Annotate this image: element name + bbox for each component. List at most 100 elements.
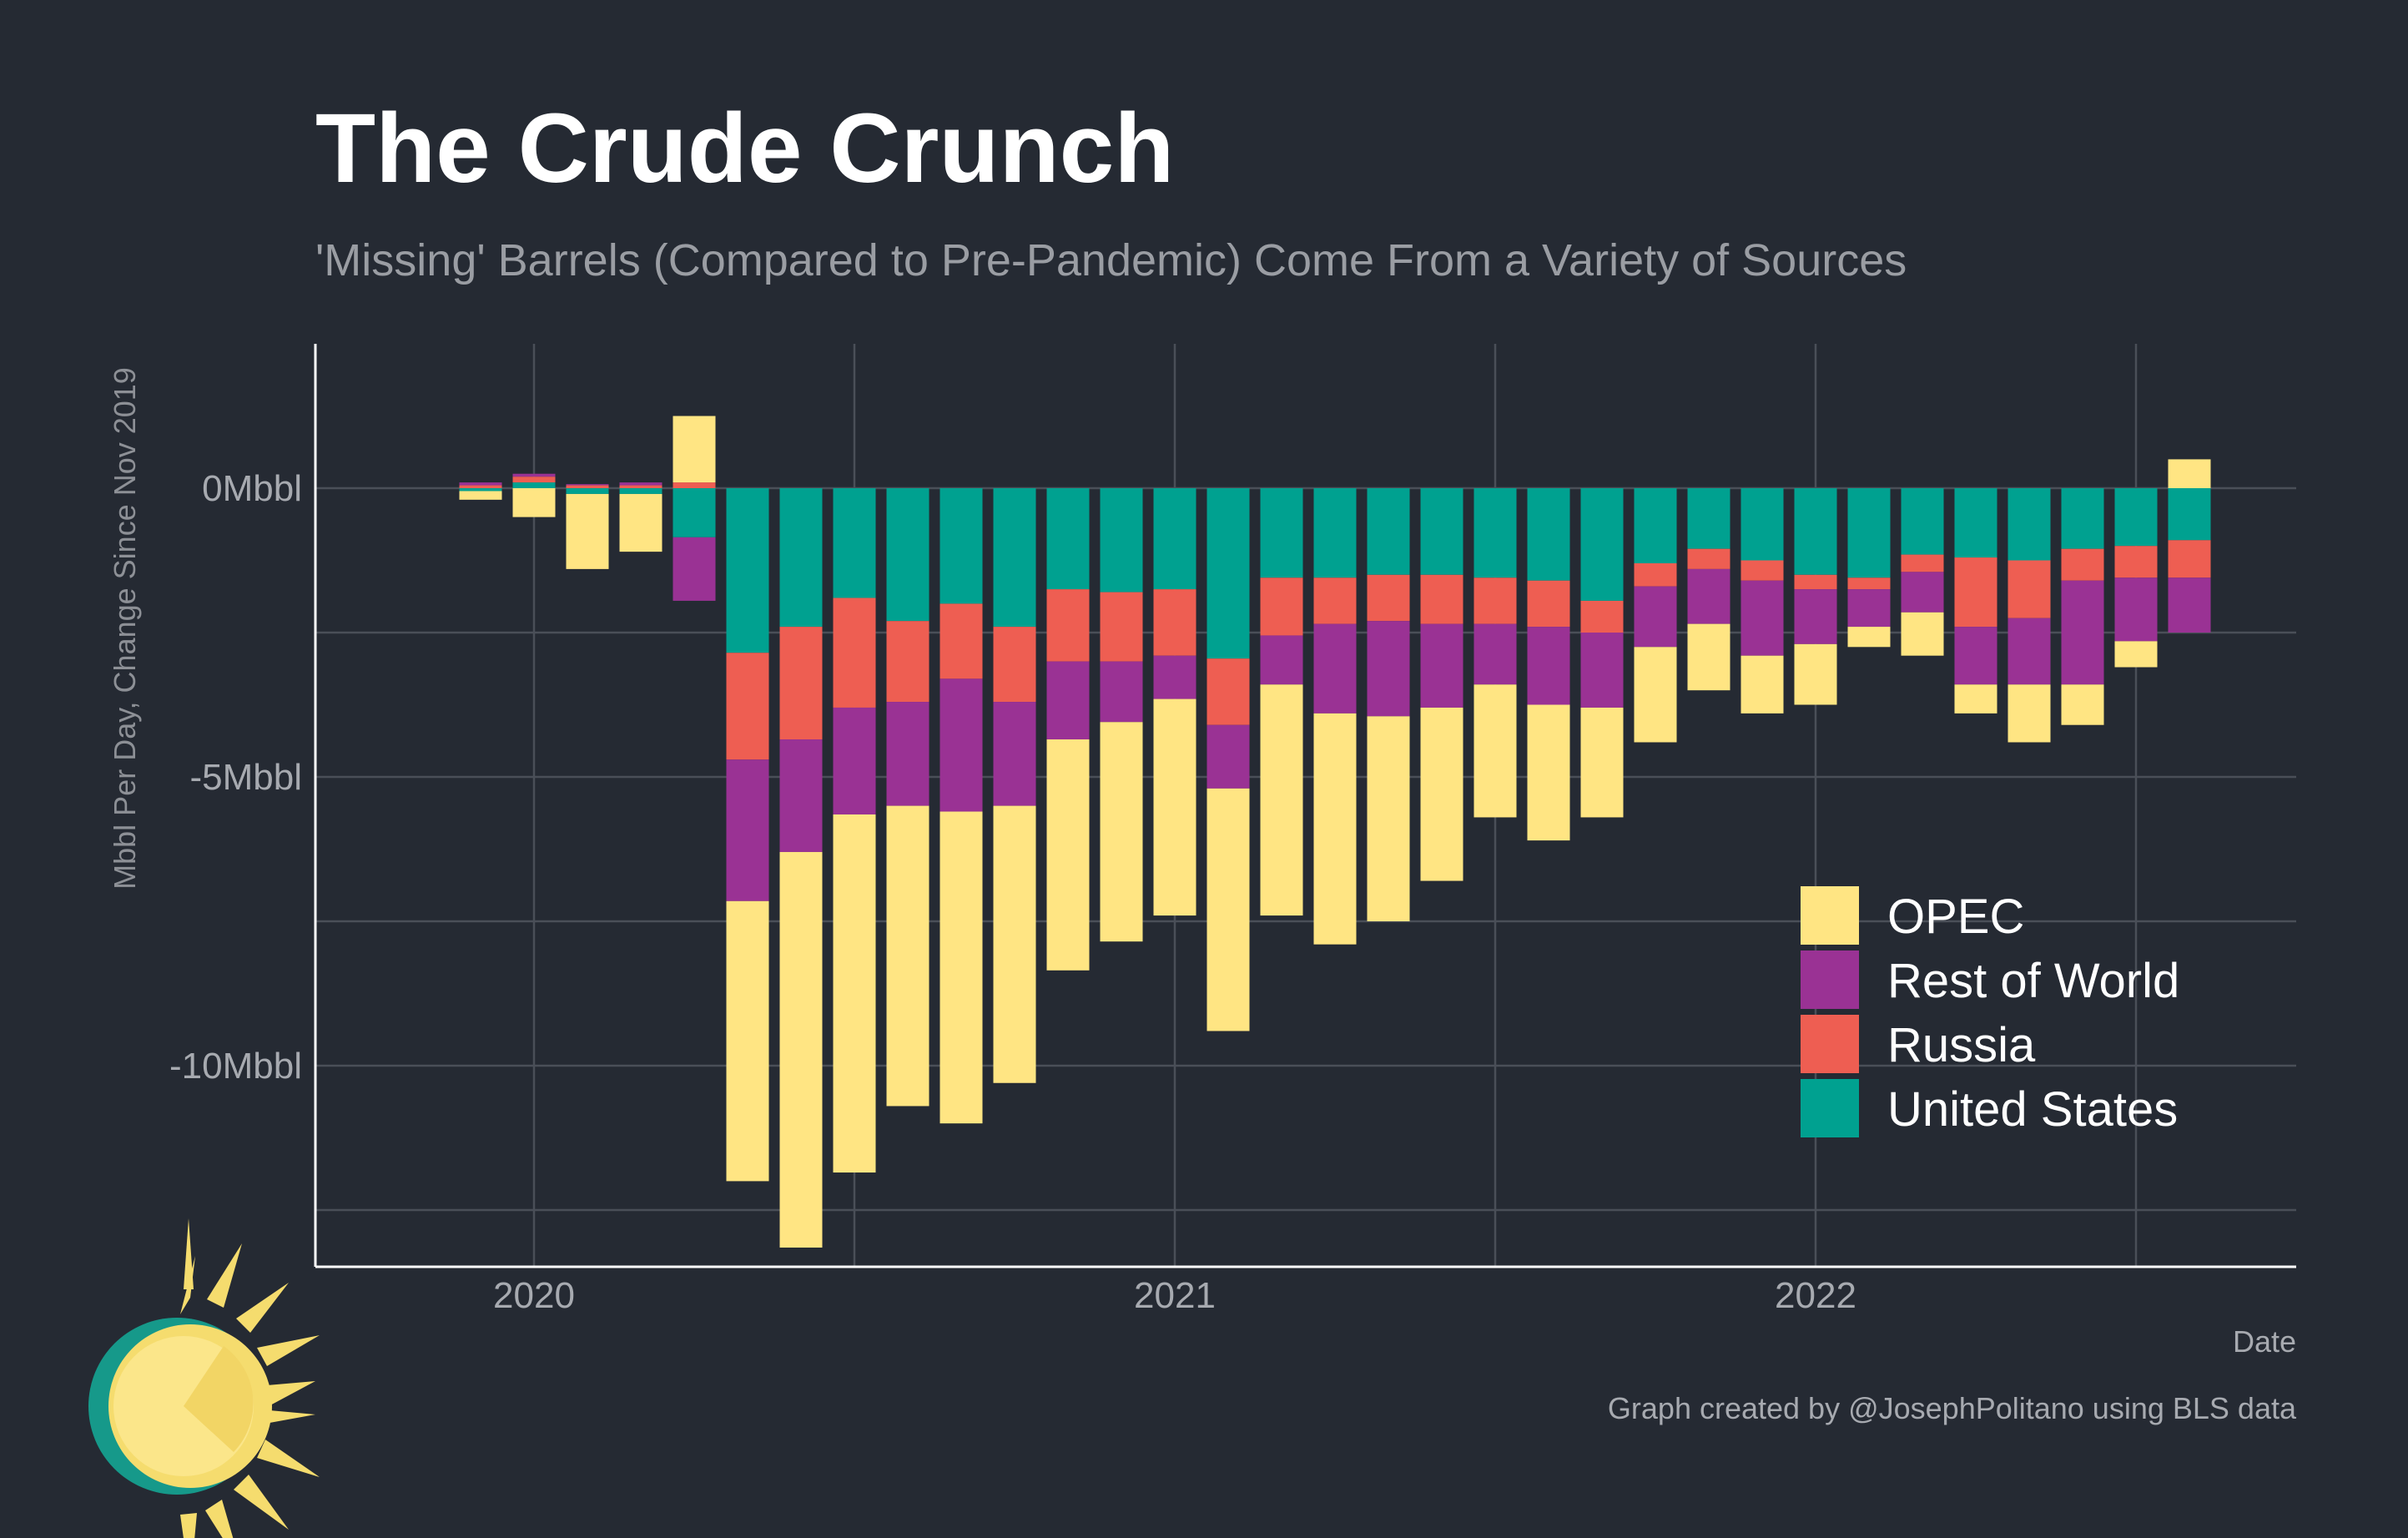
bar-opec-2021-12 xyxy=(1741,655,1784,714)
bar-opec-2021-07 xyxy=(1474,684,1517,818)
bar-russia-2020-08 xyxy=(886,621,929,703)
bar-rest-of-world-2020-05 xyxy=(726,759,769,901)
bar-russia-2020-04 xyxy=(673,482,716,488)
bar-rest-of-world-2020-12 xyxy=(1100,661,1143,723)
bar-russia-2021-11 xyxy=(1687,548,1730,569)
bar-russia-2022-01 xyxy=(1794,574,1837,590)
legend-label-rest-of-world: Rest of World xyxy=(1887,954,2179,1008)
bar-united-states-2020-07 xyxy=(833,488,876,598)
bar-opec-2022-05 xyxy=(2008,684,2051,743)
bar-rest-of-world-2021-09 xyxy=(1580,633,1624,708)
bar-opec-2021-09 xyxy=(1580,707,1624,818)
bar-united-states-2020-11 xyxy=(1046,488,1090,590)
bar-russia-2021-07 xyxy=(1474,577,1517,624)
bar-united-states-2021-07 xyxy=(1474,488,1517,578)
bar-russia-2020-01 xyxy=(512,477,556,483)
bar-rest-of-world-2021-03 xyxy=(1260,635,1303,685)
bar-opec-2020-08 xyxy=(886,805,929,1107)
bar-russia-2019-12 xyxy=(459,485,502,488)
bar-rest-of-world-2020-03 xyxy=(619,482,662,486)
x-tick-label: 2020 xyxy=(493,1275,575,1316)
bars xyxy=(459,416,2211,1248)
chart-subtitle: 'Missing' Barrels (Compared to Pre-Pande… xyxy=(315,235,1907,285)
bar-opec-2021-10 xyxy=(1634,647,1677,743)
bar-russia-2020-02 xyxy=(566,485,609,488)
bar-opec-2020-07 xyxy=(833,814,876,1173)
bar-russia-2022-07 xyxy=(2114,546,2158,578)
bar-opec-2020-05 xyxy=(726,900,769,1182)
bar-opec-2021-01 xyxy=(1153,698,1196,916)
bar-rest-of-world-2021-10 xyxy=(1634,586,1677,648)
bar-russia-2020-06 xyxy=(779,627,823,740)
bar-united-states-2020-02 xyxy=(566,488,609,494)
bar-opec-2020-12 xyxy=(1100,722,1143,942)
bar-russia-2022-02 xyxy=(1847,577,1891,590)
bar-united-states-2021-05 xyxy=(1367,488,1410,575)
bar-opec-2020-04 xyxy=(673,416,716,483)
bar-opec-2022-02 xyxy=(1847,627,1891,648)
bar-united-states-2022-01 xyxy=(1794,488,1837,575)
bar-russia-2021-08 xyxy=(1527,580,1570,628)
bar-united-states-2022-07 xyxy=(2114,488,2158,547)
bar-rest-of-world-2021-01 xyxy=(1153,655,1196,699)
bar-rest-of-world-2022-04 xyxy=(1954,627,1997,685)
bar-russia-2021-05 xyxy=(1367,574,1410,622)
bar-united-states-2022-02 xyxy=(1847,488,1891,578)
bar-rest-of-world-2021-06 xyxy=(1420,623,1463,708)
bar-united-states-2019-12 xyxy=(459,488,502,492)
bar-united-states-2021-10 xyxy=(1634,488,1677,563)
y-axis-label: Mbbl Per Day, Change Since Nov 2019 xyxy=(108,367,142,890)
bar-rest-of-world-2022-06 xyxy=(2061,580,2104,685)
bar-united-states-2021-06 xyxy=(1420,488,1463,575)
bar-russia-2022-06 xyxy=(2061,548,2104,581)
bar-opec-2021-02 xyxy=(1207,788,1250,1031)
bar-rest-of-world-2021-11 xyxy=(1687,568,1730,624)
bar-opec-2022-03 xyxy=(1901,612,1944,656)
bar-rest-of-world-2021-04 xyxy=(1313,623,1357,714)
bar-rest-of-world-2022-07 xyxy=(2114,577,2158,642)
bar-rest-of-world-2020-06 xyxy=(779,739,823,852)
bar-united-states-2020-09 xyxy=(940,488,983,604)
legend-swatch-united-states xyxy=(1801,1079,1859,1137)
bar-opec-2020-09 xyxy=(940,811,983,1124)
bar-united-states-2020-10 xyxy=(993,488,1036,628)
bar-opec-2020-10 xyxy=(993,805,1036,1083)
legend-label-united-states: United States xyxy=(1887,1082,2178,1137)
bar-opec-2021-08 xyxy=(1527,704,1570,841)
bar-russia-2021-04 xyxy=(1313,577,1357,624)
bar-opec-2021-05 xyxy=(1367,716,1410,921)
bar-russia-2021-06 xyxy=(1420,574,1463,624)
bar-rest-of-world-2020-11 xyxy=(1046,661,1090,740)
bar-rest-of-world-2021-02 xyxy=(1207,724,1250,789)
legend-label-russia: Russia xyxy=(1887,1018,2036,1072)
bar-rest-of-world-2020-10 xyxy=(993,702,1036,806)
bar-russia-2021-09 xyxy=(1580,600,1624,633)
bar-rest-of-world-2020-01 xyxy=(512,473,556,477)
bar-united-states-2020-06 xyxy=(779,488,823,628)
bar-rest-of-world-2021-08 xyxy=(1527,627,1570,705)
bar-opec-2022-08 xyxy=(2168,459,2211,488)
bar-russia-2021-01 xyxy=(1153,589,1196,656)
bar-rest-of-world-2020-08 xyxy=(886,702,929,806)
bar-rest-of-world-2020-07 xyxy=(833,707,876,814)
bar-united-states-2020-04 xyxy=(673,488,716,537)
bar-opec-2022-07 xyxy=(2114,641,2158,668)
bar-russia-2022-04 xyxy=(1954,557,1997,628)
bar-russia-2020-12 xyxy=(1100,592,1143,662)
bar-rest-of-world-2020-04 xyxy=(673,537,716,601)
legend-label-opec: OPEC xyxy=(1887,890,2024,944)
bar-opec-2022-04 xyxy=(1954,684,1997,714)
legend: OPEC Rest of World Russia United States xyxy=(1801,886,2179,1137)
bar-united-states-2020-08 xyxy=(886,488,929,622)
bar-opec-2020-01 xyxy=(512,488,556,517)
bar-opec-2021-03 xyxy=(1260,684,1303,916)
legend-swatch-russia xyxy=(1801,1015,1859,1073)
bar-russia-2021-03 xyxy=(1260,577,1303,636)
bar-united-states-2020-12 xyxy=(1100,488,1143,593)
bar-opec-2020-06 xyxy=(779,851,823,1248)
bar-united-states-2021-08 xyxy=(1527,488,1570,581)
axes xyxy=(314,344,2296,1268)
bar-rest-of-world-2022-05 xyxy=(2008,618,2051,685)
bar-united-states-2020-03 xyxy=(619,488,662,494)
y-tick-label: 0Mbbl xyxy=(202,468,302,509)
